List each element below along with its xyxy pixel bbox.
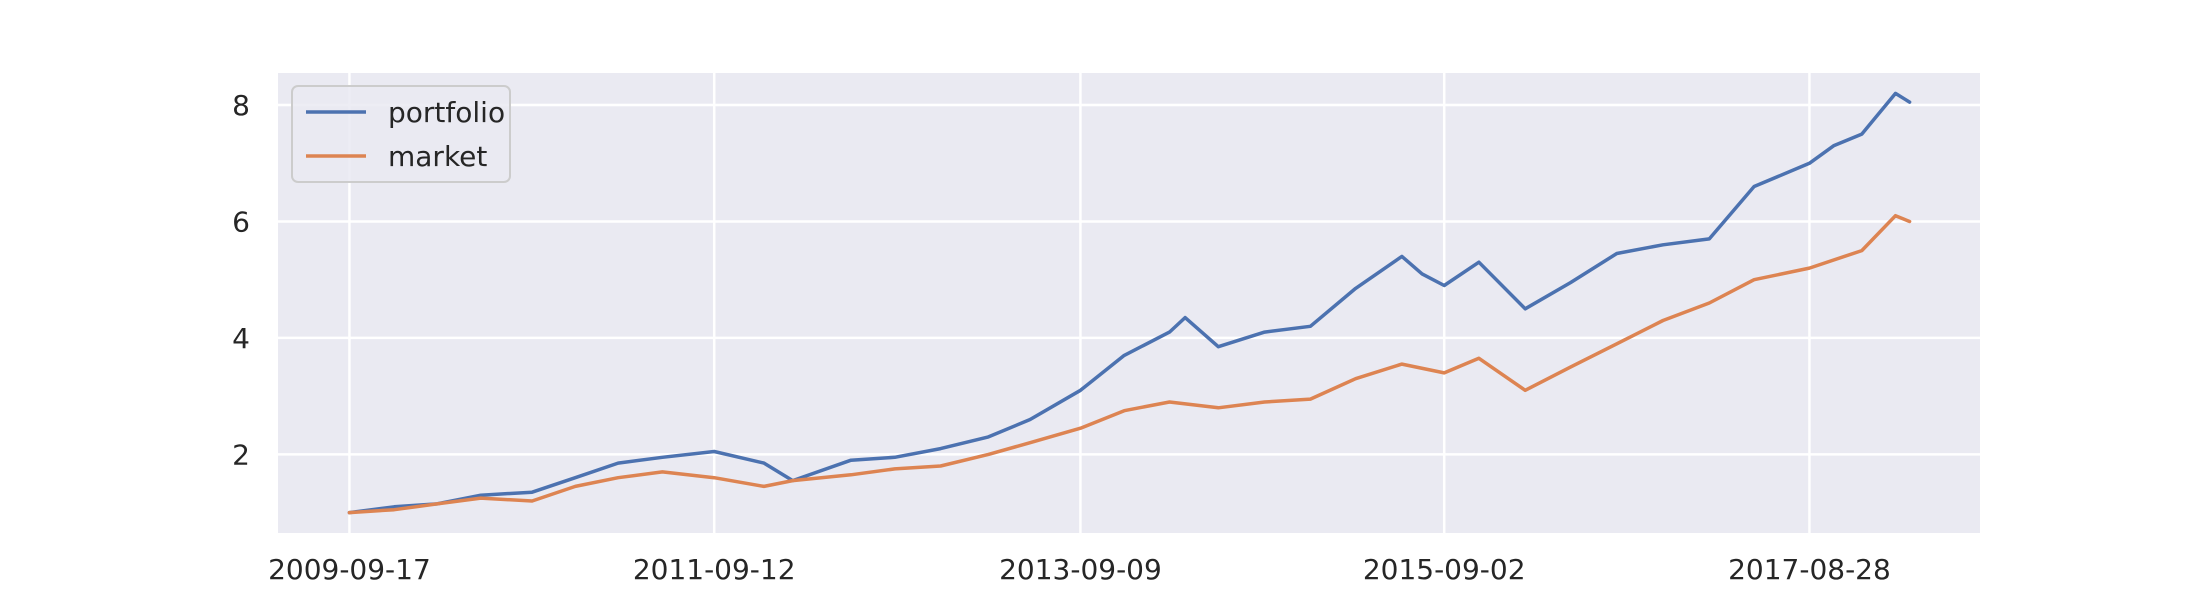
series-line-market (347, 213, 1912, 515)
y-tick-label: 6 (232, 205, 250, 238)
legend-label-portfolio: portfolio (388, 96, 505, 129)
y-axis-ticks: 2 4 6 8 (232, 89, 250, 471)
series-layer (347, 91, 1912, 515)
legend-box (291, 85, 511, 183)
x-tick-label: 2009-09-17 (268, 553, 431, 586)
legend: portfolio market (291, 85, 511, 183)
series-line-portfolio (347, 91, 1912, 515)
legend-label-market: market (388, 140, 487, 173)
x-tick-label: 2013-09-09 (999, 553, 1162, 586)
grid-lines (278, 73, 1980, 533)
x-tick-label: 2015-09-02 (1363, 553, 1526, 586)
y-tick-label: 4 (232, 322, 250, 355)
x-tick-label: 2017-08-28 (1728, 553, 1891, 586)
x-axis-ticks: 2009-09-17 2011-09-12 2013-09-09 2015-09-02… (268, 553, 1891, 586)
x-tick-label: 2011-09-12 (633, 553, 796, 586)
y-tick-label: 2 (232, 438, 250, 471)
plot-background (278, 73, 1980, 533)
y-tick-label: 8 (232, 89, 250, 122)
